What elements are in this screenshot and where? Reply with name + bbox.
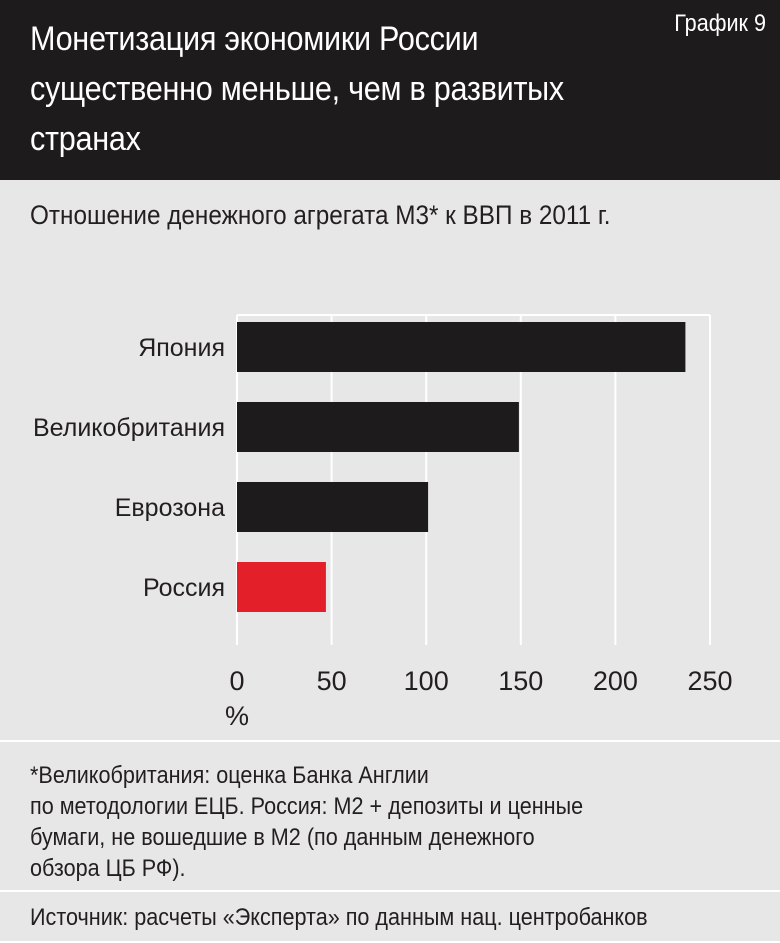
category-label: Великобритания xyxy=(33,414,225,442)
chart-number-label: График 9 xyxy=(674,10,766,37)
bar xyxy=(237,322,686,372)
category-label: Россия xyxy=(143,574,225,602)
x-tick-label: 100 xyxy=(404,666,449,696)
chart-subtitle: Отношение денежного агрегата М3* к ВВП в… xyxy=(30,200,611,230)
source-section: Источник: расчеты «Эксперта» по данным н… xyxy=(0,890,780,943)
x-tick-label: 50 xyxy=(317,666,347,696)
x-tick-label: 0 xyxy=(229,666,244,696)
footnote-text: *Великобритания: оценка Банка Англии по … xyxy=(30,762,584,882)
x-unit-label: % xyxy=(225,701,249,731)
bar xyxy=(237,402,519,452)
bar xyxy=(237,482,429,532)
x-tick-label: 150 xyxy=(498,666,543,696)
x-tick-label: 200 xyxy=(593,666,638,696)
chart-header: Монетизация экономики России существенно… xyxy=(0,0,780,180)
source-text: Источник: расчеты «Эксперта» по данным н… xyxy=(30,904,648,931)
category-label: Япония xyxy=(138,334,225,362)
category-label: Еврозона xyxy=(115,494,225,522)
footnote-section: *Великобритания: оценка Банка Англии по … xyxy=(0,740,780,892)
x-tick-label: 250 xyxy=(687,666,732,696)
chart-title: Монетизация экономики России существенно… xyxy=(30,20,564,158)
bar xyxy=(237,562,326,612)
